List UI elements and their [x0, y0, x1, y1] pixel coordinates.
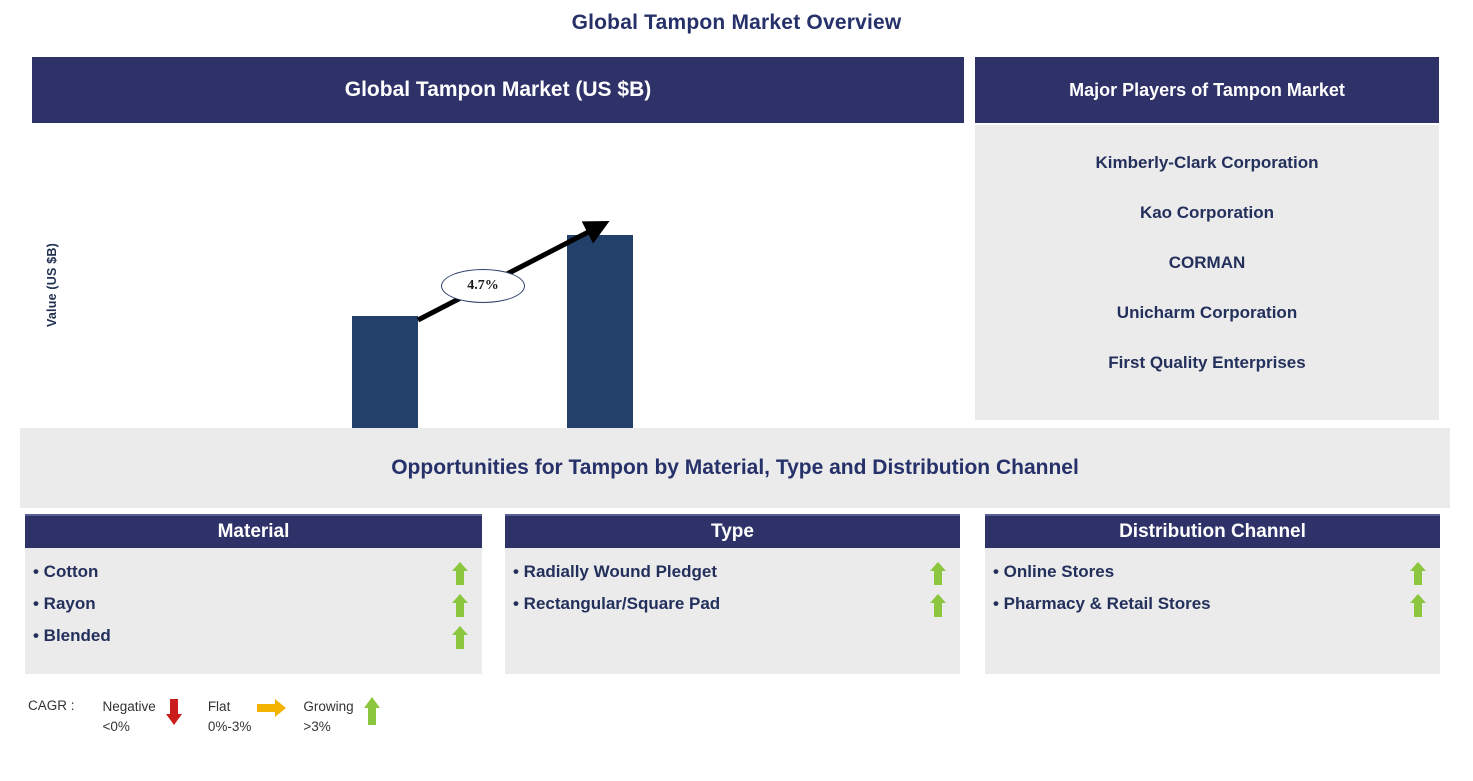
- list-item: First Quality Enterprises: [1108, 353, 1306, 372]
- segment-item-label: • Pharmacy & Retail Stores: [993, 594, 1211, 614]
- segment-item-label: • Online Stores: [993, 562, 1115, 581]
- list-item: • Pharmacy & Retail Stores: [985, 590, 1440, 618]
- legend-entry-range: 0%-3%: [207, 718, 252, 734]
- list-item: Kimberly-Clark Corporation: [1095, 153, 1319, 172]
- legend-entry-name: Flat: [207, 699, 231, 714]
- list-item: • Rayon: [25, 590, 482, 618]
- legend-entry-name: Growing: [303, 699, 354, 714]
- segment-title: Distribution Channel: [1119, 521, 1306, 542]
- legend-entry-text: Flat 0%-3%: [208, 697, 252, 736]
- cagr-badge: 4.7%: [441, 269, 525, 303]
- segment-header-distribution-channel: Distribution Channel: [985, 516, 1440, 548]
- opportunities-title: Opportunities for Tampon by Material, Ty…: [391, 456, 1079, 479]
- segment-body-distribution-channel: • Online Stores • Pharmacy & Retail Stor…: [985, 548, 1440, 674]
- legend-entry-name: Negative: [102, 699, 156, 714]
- list-item: • Rectangular/Square Pad: [505, 590, 960, 618]
- legend-entry-range: >3%: [303, 718, 331, 734]
- legend-entry-flat: Flat 0%-3%: [208, 697, 288, 736]
- opportunities-band: Opportunities for Tampon by Material, Ty…: [20, 428, 1450, 508]
- segment-panel-distribution-channel: Distribution Channel • Online Stores • P…: [985, 514, 1440, 674]
- panel-top-rule: [505, 514, 960, 516]
- major-players-title: Major Players of Tampon Market: [1069, 79, 1345, 100]
- y-axis-label: Value (US $B): [45, 243, 59, 327]
- chart-card-header: Global Tampon Market (US $B): [32, 57, 964, 123]
- segment-item-label: • Rectangular/Square Pad: [513, 594, 721, 614]
- list-item: • Cotton: [25, 558, 482, 585]
- segment-panel-material: Material • Cotton • Rayon • Blended: [25, 514, 482, 674]
- page-title: Global Tampon Market Overview: [571, 11, 902, 34]
- cagr-legend-title: CAGR :: [28, 698, 75, 713]
- bar-2031: [567, 235, 633, 440]
- segment-header-material: Material: [25, 516, 482, 548]
- segment-item-label: • Blended: [33, 626, 111, 646]
- major-players-header: Major Players of Tampon Market: [975, 57, 1439, 123]
- market-chart-card: Global Tampon Market (US $B) Value (US $…: [32, 57, 964, 470]
- list-item: CORMAN: [1168, 253, 1246, 272]
- panel-top-rule: [25, 514, 482, 516]
- cagr-value: 4.7%: [467, 278, 499, 293]
- list-item: Kao Corporation: [1139, 203, 1275, 222]
- bar-2024: [352, 316, 418, 440]
- panel-top-rule: [985, 514, 1440, 516]
- legend-entry-text: Growing >3%: [303, 697, 353, 736]
- segment-title: Type: [711, 521, 754, 542]
- list-item: • Online Stores: [985, 558, 1440, 585]
- segment-title: Material: [217, 521, 290, 542]
- list-item: • Blended: [25, 622, 482, 650]
- major-players-card: Major Players of Tampon Market Kimberly-…: [975, 57, 1439, 420]
- bar-chart-plot: Value (US $B) 2024 2031 4.7% Source : Lu…: [32, 123, 964, 470]
- legend-entry-text: Negative <0%: [103, 697, 156, 736]
- segment-header-type: Type: [505, 516, 960, 548]
- chart-card-title: Global Tampon Market (US $B): [344, 78, 652, 101]
- segment-item-label: • Rayon: [33, 594, 96, 614]
- major-players-list: Kimberly-Clark Corporation Kao Corporati…: [975, 125, 1439, 420]
- segment-body-material: • Cotton • Rayon • Blended: [25, 548, 482, 674]
- arrow-up-icon: [360, 697, 384, 731]
- list-item: • Radially Wound Pledget: [505, 558, 960, 585]
- cagr-legend: CAGR : Negative <0% Flat 0%-3% Growing >…: [28, 697, 406, 736]
- segment-body-type: • Radially Wound Pledget • Rectangular/S…: [505, 548, 960, 674]
- list-item: Unicharm Corporation: [1116, 303, 1298, 322]
- legend-entry-growing: Growing >3%: [303, 697, 389, 736]
- segment-item-label: • Cotton: [33, 562, 99, 581]
- legend-entry-negative: Negative <0%: [103, 697, 192, 736]
- segment-panel-type: Type • Radially Wound Pledget • Rectangu…: [505, 514, 960, 674]
- segment-item-label: • Radially Wound Pledget: [513, 562, 717, 581]
- legend-entry-range: <0%: [102, 718, 130, 734]
- arrow-down-icon: [162, 697, 186, 731]
- arrow-right-icon: [257, 697, 287, 731]
